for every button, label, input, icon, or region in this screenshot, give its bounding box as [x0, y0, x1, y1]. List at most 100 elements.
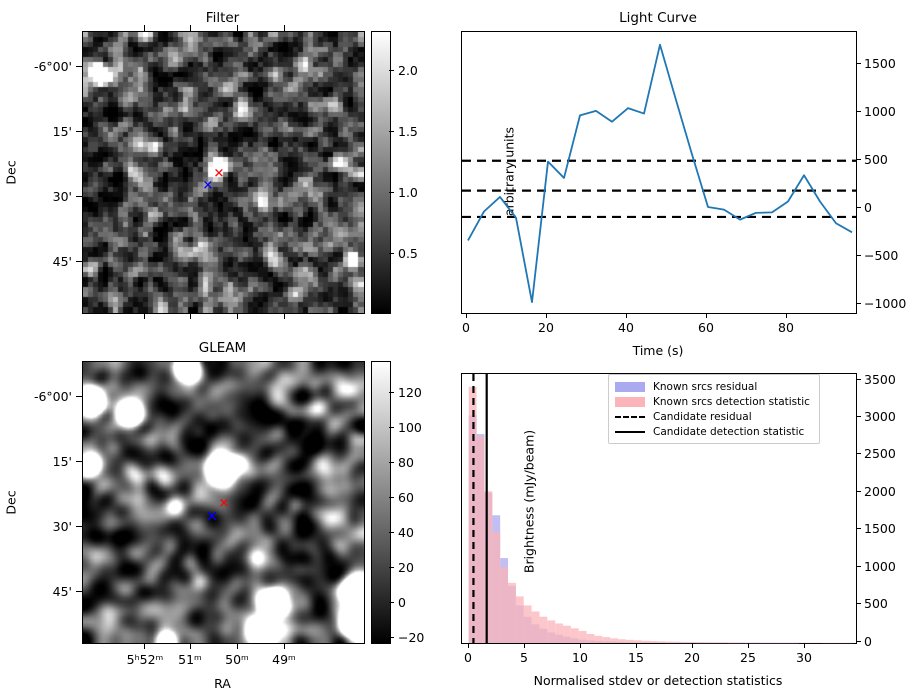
lc-xtick-label-2: 40: [618, 320, 634, 335]
hist-xtick-label-3: 15: [628, 650, 644, 665]
lc-ytick-4: [856, 255, 861, 257]
filter-cbar-label-2: 1.0: [398, 185, 418, 200]
gleam-xtick-label-3: 49ᵐ: [272, 652, 296, 667]
histogram-bar: [610, 638, 619, 643]
lc-ytick-label-1: 1000: [864, 104, 896, 119]
lc-ytick-label-3: 0: [864, 200, 872, 215]
hist-xtick-label-2: 10: [572, 650, 588, 665]
hist-ytick-1: [856, 416, 861, 418]
gleam-cbar-tick-2: [389, 462, 394, 464]
filter-colorbar: [371, 31, 391, 314]
histogram-bar: [570, 628, 579, 643]
filter-image-axes: [82, 31, 365, 314]
histogram-bar: [680, 641, 689, 643]
filter-ytick-label-0: -6°00': [33, 59, 72, 74]
hist-xtick-label-1: 5: [520, 650, 528, 665]
gleam-ytick-label-2: 30': [52, 519, 72, 534]
histogram-bar: [523, 605, 532, 643]
hist-xlabel: Normalised stdev or detection statistics: [533, 673, 783, 688]
lc-ytick-label-0: 1500: [864, 56, 896, 71]
lc-ytick-3: [856, 207, 861, 209]
histogram-bar: [641, 640, 650, 643]
filter-ytick-label-2: 30': [52, 189, 72, 204]
histogram-legend: Known srcs residual Known srcs detection…: [608, 374, 820, 444]
hist-xtick-label-4: 20: [684, 650, 700, 665]
hist-xtick-0: [468, 643, 470, 648]
gleam-ytick-label-3: 45': [52, 584, 72, 599]
gleam-cbar-label-0: 120: [398, 385, 422, 400]
gleam-xtick-label-2: 50ᵐ: [225, 652, 249, 667]
gleam-ytick-label-0: -6°00': [33, 389, 72, 404]
gleam-cbar-label-5: 20: [398, 560, 414, 575]
histogram-bar: [476, 436, 485, 643]
hist-xtick-label-0: 0: [464, 650, 472, 665]
gleam-cbar-label-1: 100: [398, 420, 422, 435]
hist-xtick-1: [524, 643, 526, 648]
histogram-bar: [555, 623, 564, 643]
lightcurve-panel-title: Light Curve: [619, 10, 697, 26]
hist-xtick-3: [636, 643, 638, 648]
lc-xtick-2: [626, 313, 628, 318]
hist-ytick-4: [856, 528, 861, 530]
histogram-bar: [578, 630, 587, 643]
hist-ytick-label-2: 2500: [864, 446, 896, 461]
histogram-bar: [720, 642, 729, 643]
hist-ytick-label-7: 0: [864, 634, 872, 649]
gleam-cbar-tick-6: [389, 602, 394, 604]
gleam-image-axes: [82, 361, 365, 644]
gleam-cbar-tick-5: [389, 567, 394, 569]
lc-ytick-label-2: 500: [864, 152, 888, 167]
filter-xtick-top-1: [190, 25, 192, 31]
filter-ytick-3: [76, 261, 82, 263]
lc-ytick-label-5: −1000: [864, 296, 907, 311]
filter-ytick-1: [76, 131, 82, 133]
hist-ytick-5: [856, 566, 861, 568]
filter-ylabel: Dec: [3, 160, 19, 185]
gleam-ylabel: Dec: [3, 490, 19, 515]
filter-cbar-tick-3: [389, 253, 394, 255]
histogram-series-known-srcs-detection-statistic: [468, 386, 854, 644]
filter-cbar-tick-1: [389, 131, 394, 133]
hist-xtick-6: [804, 643, 806, 648]
histogram-bar: [728, 642, 736, 643]
hist-ytick-label-6: 500: [864, 596, 888, 611]
lc-xtick-label-4: 80: [778, 320, 794, 335]
gleam-xtick-label-1: 51ᵐ: [178, 652, 202, 667]
lc-ytick-0: [856, 63, 861, 65]
hist-ytick-7: [856, 641, 861, 643]
hist-xtick-5: [748, 643, 750, 648]
lc-ytick-1: [856, 111, 861, 113]
filter-cbar-tick-2: [389, 192, 394, 194]
histogram-bar: [547, 620, 556, 643]
lightcurve-line: [467, 43, 853, 304]
filter-cbar-tick-0: [389, 70, 394, 72]
lc-xtick-label-0: 0: [462, 320, 470, 335]
filter-xtick-2: [237, 313, 239, 319]
histogram-bar: [649, 641, 658, 643]
histogram-bar: [508, 582, 516, 643]
gleam-xtick-0: [144, 643, 146, 649]
histogram-bar: [492, 531, 501, 643]
histogram-bar: [539, 616, 548, 643]
histogram-bar: [563, 625, 571, 643]
gleam-xtick-label-0: 5ʰ52ᵐ: [126, 652, 164, 667]
histogram-bar: [688, 642, 697, 643]
filter-ytick-label-3: 45': [52, 254, 72, 269]
legend-swatch-known-srcs-detection-statistic: [615, 396, 645, 407]
histogram-plot-area: [461, 373, 857, 644]
legend-line-candidate-detection-statistic: [615, 430, 645, 433]
histogram-bar: [665, 641, 674, 643]
histogram-bar: [751, 642, 760, 643]
lc-xtick-0: [466, 313, 468, 318]
legend-item-candidate-residual: Candidate residual: [615, 409, 813, 424]
hist-ytick-2: [856, 453, 861, 455]
histogram-bar: [625, 639, 634, 643]
filter-xtick-top-3: [284, 25, 286, 31]
histogram-bar: [468, 386, 477, 643]
filter-ytick-label-1: 15': [52, 124, 72, 139]
histogram-bar: [743, 642, 752, 643]
legend-swatch-known-srcs-residual: [615, 381, 645, 392]
legend-item-candidate-detection-statistic: Candidate detection statistic: [615, 424, 813, 439]
histogram-bar: [633, 640, 642, 643]
gleam-cbar-tick-0: [389, 392, 394, 394]
